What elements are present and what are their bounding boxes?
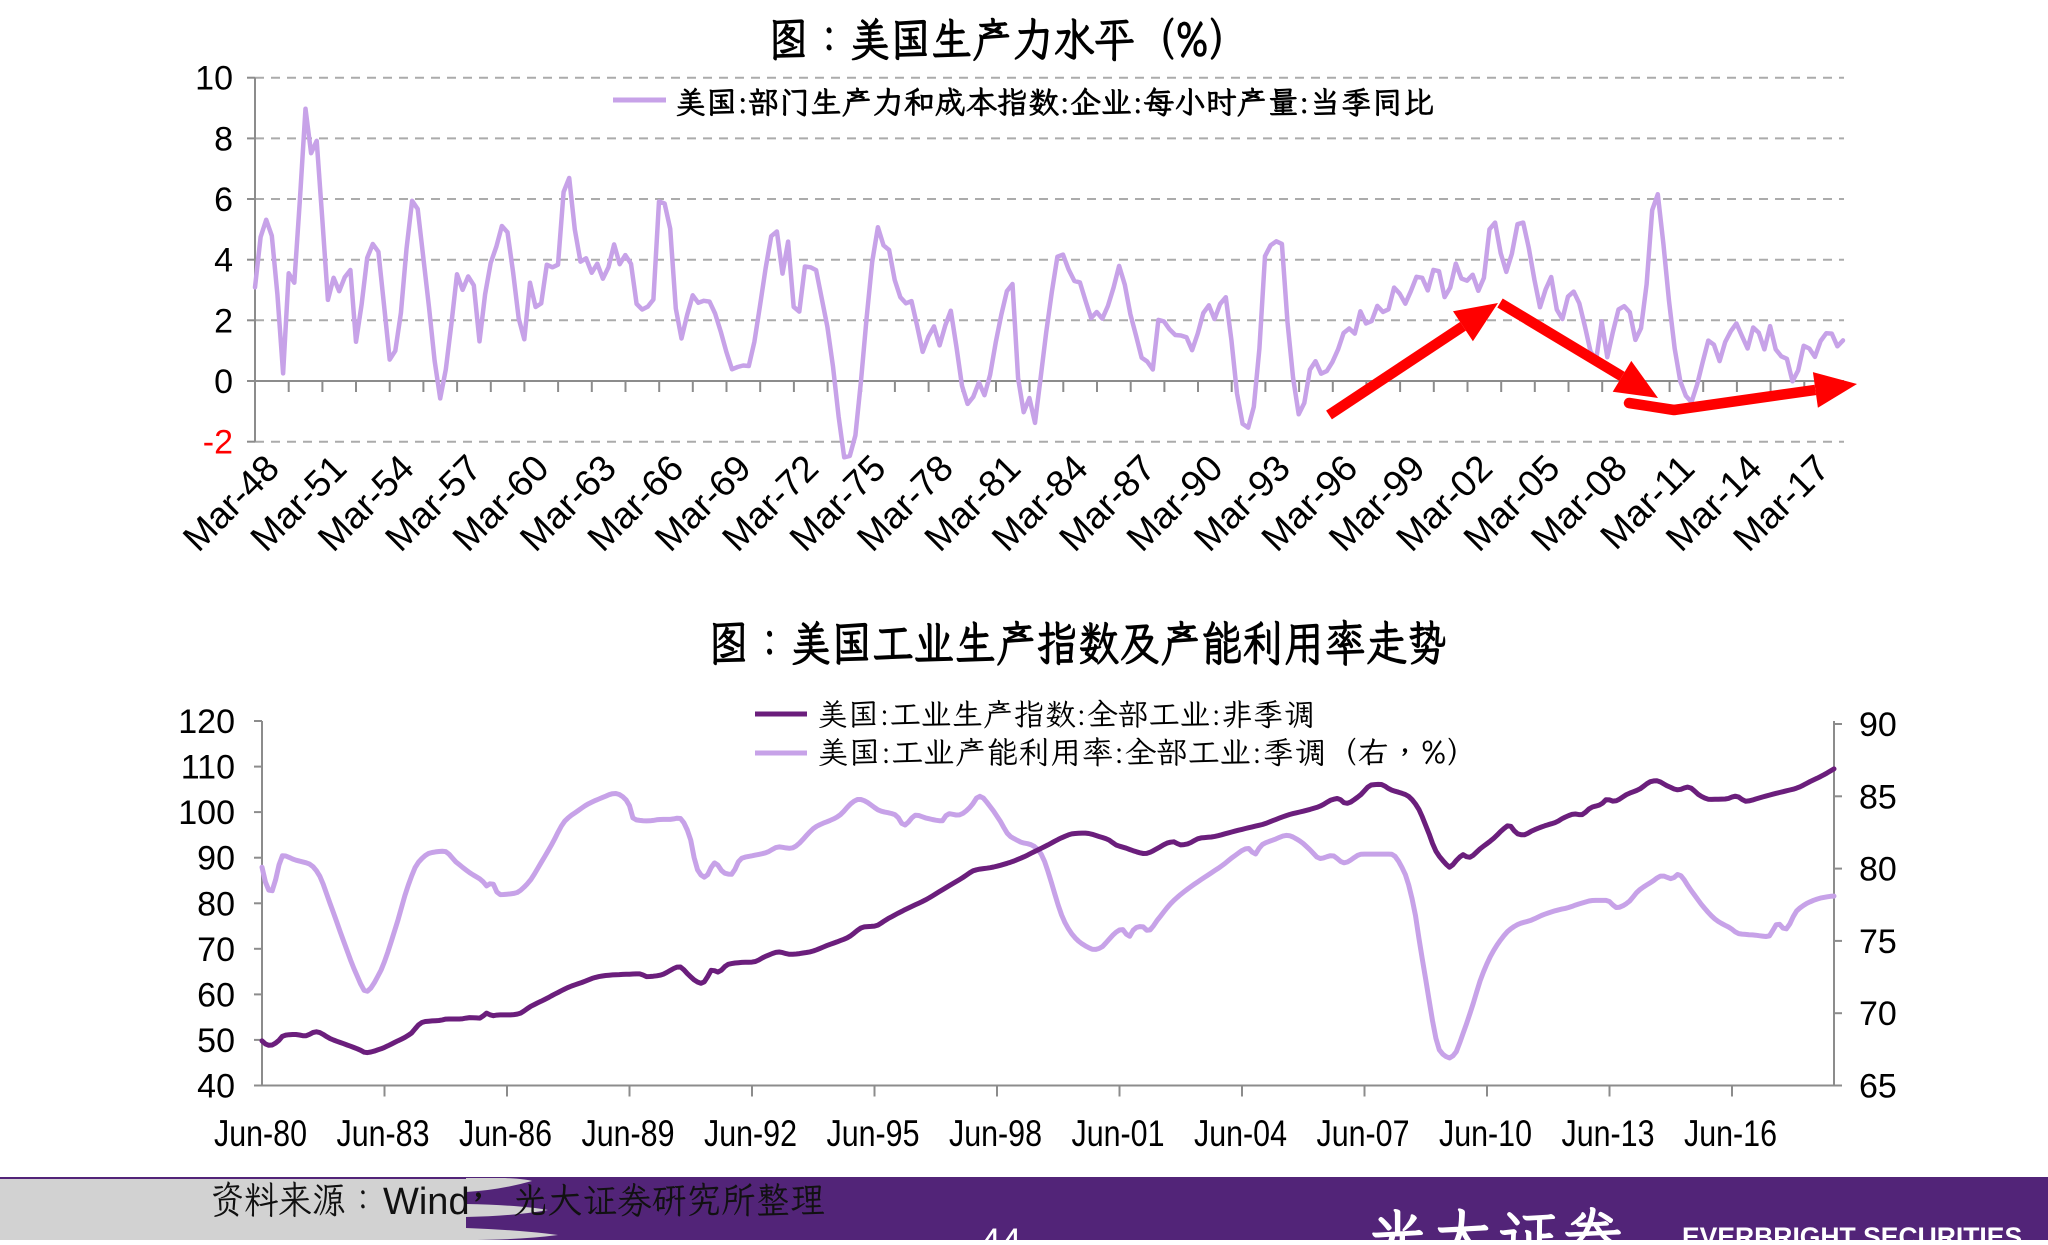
- svg-text:EVERBRIGHT SECURITIES: EVERBRIGHT SECURITIES: [1682, 1222, 2022, 1240]
- svg-text:65: 65: [1859, 1068, 1897, 1106]
- svg-text:Jun-95: Jun-95: [827, 1113, 920, 1154]
- svg-text:100: 100: [178, 794, 235, 832]
- svg-text:Jun-01: Jun-01: [1072, 1113, 1165, 1154]
- svg-text:Jun-80: Jun-80: [214, 1113, 307, 1154]
- svg-text:0: 0: [214, 363, 233, 401]
- svg-text:44: 44: [980, 1221, 1021, 1240]
- svg-text:4: 4: [214, 242, 233, 280]
- svg-text:120: 120: [178, 703, 235, 741]
- svg-text:Jun-16: Jun-16: [1684, 1113, 1777, 1154]
- svg-text:-2: -2: [203, 424, 233, 462]
- svg-text:2: 2: [214, 302, 233, 340]
- svg-text:Jun-07: Jun-07: [1317, 1113, 1410, 1154]
- svg-text:60: 60: [197, 976, 235, 1014]
- svg-text:80: 80: [1859, 851, 1897, 889]
- svg-text:Wind: Wind: [383, 1181, 470, 1223]
- svg-text:10: 10: [195, 60, 233, 98]
- svg-text:Jun-10: Jun-10: [1439, 1113, 1532, 1154]
- svg-text:Jun-92: Jun-92: [704, 1113, 797, 1154]
- svg-text:75: 75: [1859, 923, 1897, 961]
- svg-text:70: 70: [197, 931, 235, 969]
- svg-text:80: 80: [197, 885, 235, 923]
- svg-text:40: 40: [197, 1068, 235, 1106]
- svg-text:Jun-86: Jun-86: [459, 1113, 552, 1154]
- svg-text:85: 85: [1859, 778, 1897, 816]
- svg-text:90: 90: [1859, 706, 1897, 744]
- svg-text:8: 8: [214, 120, 233, 158]
- svg-text:Jun-89: Jun-89: [582, 1113, 675, 1154]
- svg-text:Jun-83: Jun-83: [337, 1113, 430, 1154]
- svg-text:Jun-04: Jun-04: [1194, 1113, 1287, 1154]
- svg-text:50: 50: [197, 1022, 235, 1060]
- svg-text:110: 110: [181, 749, 235, 787]
- svg-text:Jun-98: Jun-98: [949, 1113, 1042, 1154]
- svg-text:Jun-13: Jun-13: [1562, 1113, 1655, 1154]
- svg-text:70: 70: [1859, 995, 1897, 1033]
- svg-text:6: 6: [214, 181, 233, 219]
- svg-text:90: 90: [197, 840, 235, 878]
